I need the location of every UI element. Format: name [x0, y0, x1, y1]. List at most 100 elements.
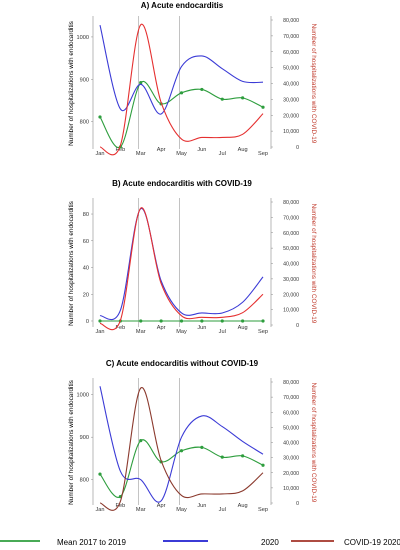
right-tick-label: 10,000: [283, 308, 299, 314]
right-tick-label: 40,000: [283, 262, 299, 268]
left-tick-label: 800: [80, 478, 89, 484]
x-tick-label: Jul: [219, 507, 226, 513]
x-tick-label: Jul: [219, 329, 226, 335]
x-tick-label: Feb: [116, 325, 126, 331]
data-point-marker: [179, 319, 184, 323]
x-tick-label: May: [176, 151, 187, 157]
data-point-marker: [179, 449, 184, 453]
right-tick-label: 70,000: [283, 215, 299, 221]
data-point-marker: [139, 81, 143, 85]
left-tick-label: 1000: [77, 393, 89, 399]
y-axis-label-right: Number of hospitalizations with COVID-19: [310, 204, 317, 324]
data-point-marker: [220, 319, 224, 323]
x-tick-label: Jan: [95, 329, 104, 335]
legend: Mean 2017 to 2019 2020 COVID-19 2020: [0, 538, 400, 547]
data-point-marker: [159, 319, 163, 323]
x-tick-label: Apr: [157, 147, 166, 153]
x-tick-label: Jun: [197, 325, 206, 331]
legend-label: COVID-19 2020: [344, 538, 400, 547]
right-tick-label: 70,000: [283, 34, 299, 40]
chart-panel-1: A) Acute endocarditis 800 900 1000 0 10,000 20…: [68, 1, 317, 157]
left-tick-label: 0: [86, 319, 89, 325]
data-point-marker: [200, 319, 204, 323]
x-tick-label: Aug: [238, 503, 248, 509]
right-tick-label: 20,000: [283, 292, 299, 298]
x-tick-label: Mar: [136, 151, 146, 157]
series-line-2020: [99, 386, 264, 503]
data-point-marker: [98, 472, 102, 476]
series-line-covid-19-2020: [99, 387, 264, 511]
y-axis-label-right: Number of hospitalizations with COVID-19: [310, 383, 317, 503]
legend-label: Mean 2017 to 2019: [57, 538, 126, 547]
right-tick-label: 40,000: [283, 441, 299, 447]
chart-title: B) Acute endocarditis with COVID-19: [112, 179, 252, 188]
left-tick-label: 80: [83, 212, 89, 218]
chart-title: A) Acute endocarditis: [141, 1, 224, 10]
chart-panel-3: C) Acute endocarditis without COVID-19 80…: [68, 359, 317, 513]
right-tick-label: 20,000: [283, 113, 299, 119]
series-line-2020: [99, 208, 264, 321]
right-tick-label: 30,000: [283, 277, 299, 283]
data-point-marker: [200, 445, 204, 449]
left-tick-label: 900: [80, 435, 89, 441]
right-tick-label: 30,000: [283, 97, 299, 103]
data-point-marker: [241, 454, 245, 458]
x-tick-label: Sep: [258, 329, 268, 335]
data-point-marker: [261, 105, 265, 109]
right-tick-label: 60,000: [283, 231, 299, 237]
series-line-mean-2017-to-2019: [99, 439, 264, 498]
x-tick-label: May: [176, 329, 187, 335]
data-point-marker: [98, 115, 102, 119]
x-tick-label: Jun: [197, 503, 206, 509]
x-tick-label: Mar: [136, 507, 146, 513]
right-tick-label: 0: [296, 501, 299, 507]
data-point-marker: [200, 87, 204, 92]
right-tick-label: 70,000: [283, 395, 299, 401]
data-point-marker: [139, 438, 143, 443]
x-tick-label: Jun: [197, 147, 206, 153]
right-tick-label: 30,000: [283, 456, 299, 462]
left-tick-label: 40: [83, 266, 89, 272]
y-axis-label-left: Number of hospitalizations with endocard…: [68, 201, 75, 326]
x-tick-label: Feb: [116, 147, 126, 153]
left-tick-label: 60: [83, 239, 89, 245]
x-tick-label: Sep: [258, 151, 268, 157]
right-tick-label: 60,000: [283, 50, 299, 56]
left-tick-label: 800: [80, 120, 89, 126]
data-point-marker: [179, 91, 184, 95]
right-tick-label: 10,000: [283, 486, 299, 492]
x-tick-label: Aug: [238, 325, 248, 331]
right-tick-label: 50,000: [283, 425, 299, 431]
legend-label: 2020: [261, 538, 279, 547]
chart-title: C) Acute endocarditis without COVID-19: [106, 359, 259, 368]
series-line-2020: [99, 24, 264, 115]
data-point-marker: [261, 463, 265, 467]
x-tick-label: Feb: [116, 503, 126, 509]
x-tick-label: Jul: [219, 151, 226, 157]
right-tick-label: 80,000: [283, 18, 299, 24]
x-tick-label: Apr: [157, 503, 166, 509]
x-tick-label: Aug: [238, 147, 248, 153]
y-axis-label-left: Number of hospitalizations with endocard…: [68, 21, 75, 146]
data-point-marker: [241, 96, 245, 100]
right-tick-label: 10,000: [283, 129, 299, 135]
right-tick-label: 50,000: [283, 66, 299, 72]
data-point-marker: [261, 319, 265, 323]
chart-panel-2: B) Acute endocarditis with COVID-19 0 20 40…: [68, 179, 317, 335]
right-tick-label: 60,000: [283, 410, 299, 416]
right-tick-label: 40,000: [283, 82, 299, 88]
data-point-marker: [98, 319, 102, 323]
right-tick-label: 50,000: [283, 246, 299, 252]
x-tick-label: Mar: [136, 329, 146, 335]
x-tick-label: Jan: [95, 151, 104, 157]
left-tick-label: 20: [83, 292, 89, 298]
right-tick-label: 80,000: [283, 200, 299, 206]
series-line-covid-19-2020: [99, 24, 264, 156]
right-tick-label: 0: [296, 145, 299, 151]
data-point-marker: [139, 319, 143, 323]
y-axis-label-right: Number of hospitalizations with COVID-19: [310, 24, 317, 144]
x-tick-label: Sep: [258, 507, 268, 513]
left-tick-label: 900: [80, 77, 89, 83]
data-point-marker: [241, 319, 245, 323]
